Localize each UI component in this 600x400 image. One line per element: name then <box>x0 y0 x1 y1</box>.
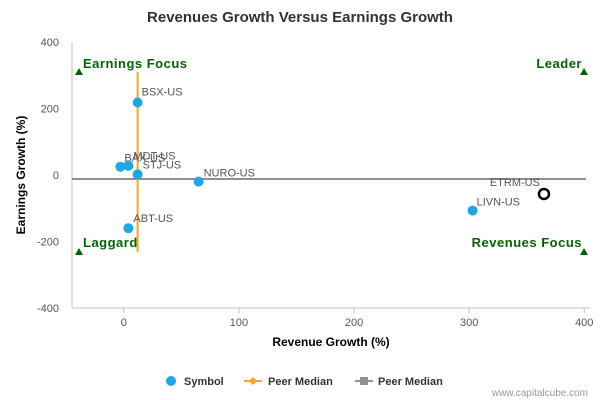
x-tick-label: 400 <box>575 317 593 329</box>
y-axis-title: Earnings Growth (%) <box>14 116 28 235</box>
data-point-label-nuro-us: NURO-US <box>204 168 255 180</box>
y-tick-label: 200 <box>41 104 59 116</box>
legend-symbol-label: Symbol <box>184 376 224 388</box>
data-point-bax-us[interactable] <box>115 161 126 172</box>
quadrant-marker-top-right <box>580 68 588 75</box>
x-tick-label: 100 <box>230 317 248 329</box>
data-point-stj-us[interactable] <box>132 169 143 180</box>
legend-item-peer-median-x[interactable]: Peer Median <box>244 376 333 388</box>
data-point-label-bsx-us: BSX-US <box>142 87 183 99</box>
legend-item-peer-median-y[interactable]: Peer Median <box>355 376 443 388</box>
x-tick-labels: 0 100 200 300 400 <box>121 308 593 329</box>
quadrant-label-leader: Leader <box>536 56 582 71</box>
chart-title: Revenues Growth Versus Earnings Growth <box>147 9 453 26</box>
legend-peer-median-y-square <box>360 377 368 385</box>
y-tick-label: -400 <box>37 303 59 315</box>
y-tick-label: 0 <box>53 170 59 182</box>
data-point-livn-us[interactable] <box>467 205 478 216</box>
data-point-nuro-us[interactable] <box>193 176 204 187</box>
data-point-label-bax-us: BAX-US <box>124 153 165 165</box>
data-point-mdt-us[interactable] <box>123 160 134 171</box>
quadrant-label-earnings-focus: Earnings Focus <box>83 56 188 71</box>
x-tick-label: 0 <box>121 317 127 329</box>
quadrant-markers <box>75 68 588 255</box>
x-tick-label: 200 <box>345 317 363 329</box>
quadrant-marker-bottom-left <box>75 248 83 255</box>
legend-peer-median-y-label: Peer Median <box>378 376 443 388</box>
x-axis-title: Revenue Growth (%) <box>272 335 389 349</box>
data-point-label-mdt-us: MDT-US <box>133 151 175 163</box>
legend: Symbol Peer Median Peer Median <box>166 376 443 388</box>
legend-item-symbol[interactable]: Symbol <box>166 376 224 388</box>
data-point-abt-us[interactable] <box>123 223 134 234</box>
data-point-label-stj-us: STJ-US <box>143 159 182 171</box>
x-tick-label: 300 <box>460 317 478 329</box>
credit-text: www.capitalcube.com <box>491 388 588 399</box>
legend-peer-median-x-diamond <box>249 377 257 385</box>
quadrant-label-revenues-focus: Revenues Focus <box>472 235 582 250</box>
quadrant-marker-top-left <box>75 68 83 75</box>
y-tick-label: -200 <box>37 237 59 249</box>
y-tick-label: 400 <box>41 37 59 49</box>
data-point-bsx-us[interactable] <box>132 97 143 108</box>
y-tick-labels: -400 -200 0 200 400 <box>37 37 59 315</box>
data-point-label-livn-us: LIVN-US <box>477 197 520 209</box>
data-point-etrm-us[interactable] <box>537 187 551 201</box>
quadrant-marker-bottom-right <box>580 248 588 255</box>
data-point-label-etrm-us: ETRM-US <box>490 177 540 189</box>
data-point-label-abt-us: ABT-US <box>133 213 173 225</box>
legend-symbol-marker <box>166 376 176 386</box>
legend-peer-median-x-label: Peer Median <box>268 376 333 388</box>
quadrant-label-laggard: Laggard <box>83 235 138 250</box>
